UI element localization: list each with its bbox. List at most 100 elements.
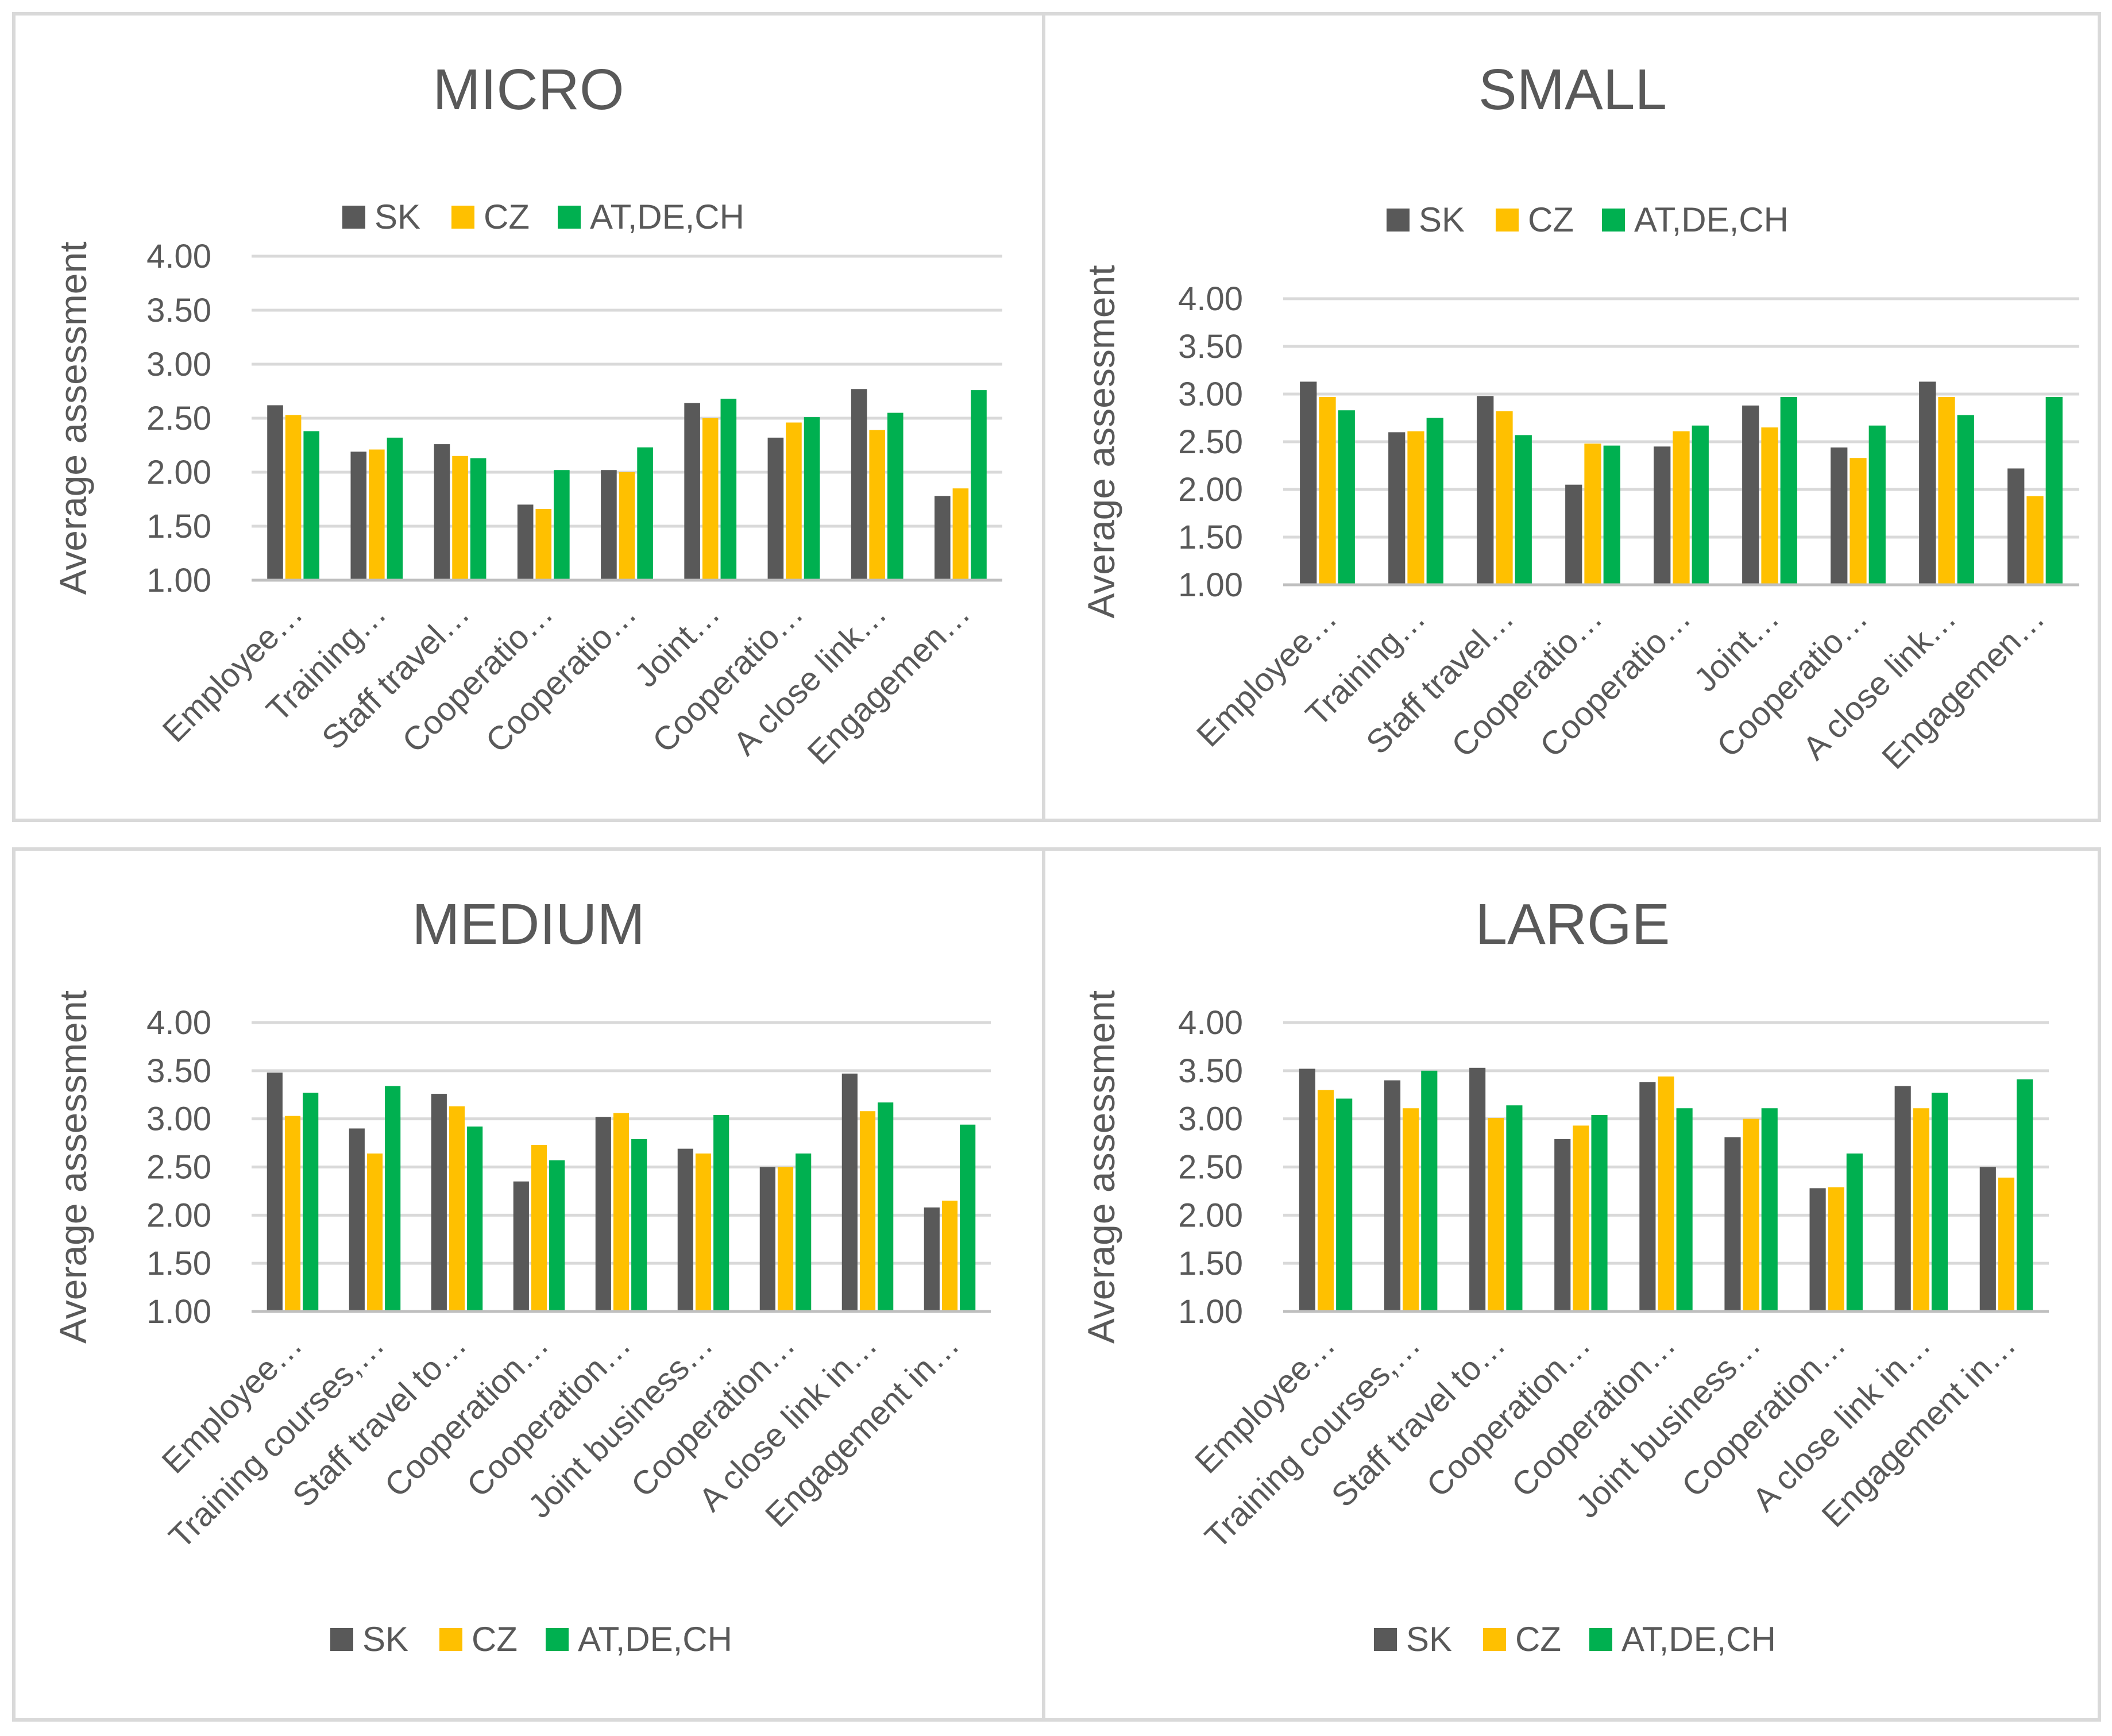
bar-cz bbox=[1407, 431, 1424, 585]
legend-swatch bbox=[546, 1628, 569, 1651]
chart-title: LARGE bbox=[1475, 892, 1670, 956]
bar-cz bbox=[1317, 1090, 1334, 1311]
legend-label: CZ bbox=[484, 198, 530, 236]
bar-sk bbox=[841, 1073, 858, 1311]
legend-label: SK bbox=[362, 1620, 408, 1658]
bar-at-de-ch bbox=[467, 1127, 483, 1311]
y-axis-label: Average assessment bbox=[52, 241, 94, 595]
bar-sk bbox=[1565, 484, 1582, 585]
y-tick-label: 1.50 bbox=[146, 1245, 211, 1282]
bar-cz bbox=[1496, 411, 1513, 585]
bar-sk bbox=[349, 1128, 365, 1311]
bar-at-de-ch bbox=[804, 417, 820, 580]
bar-at-de-ch bbox=[1676, 1108, 1693, 1311]
y-tick-label: 2.50 bbox=[146, 400, 211, 437]
y-tick-label: 1.50 bbox=[1178, 1245, 1243, 1282]
y-tick-label: 4.00 bbox=[1178, 1004, 1243, 1041]
y-tick-label: 3.50 bbox=[146, 1052, 211, 1090]
y-tick-label: 1.00 bbox=[1178, 566, 1243, 604]
bar-cz bbox=[941, 1201, 958, 1311]
bar-sk bbox=[935, 496, 951, 580]
bar-sk bbox=[267, 405, 283, 580]
bar-cz bbox=[952, 488, 969, 580]
legend-label: AT,DE,CH bbox=[590, 198, 744, 236]
bar-at-de-ch bbox=[1931, 1093, 1948, 1311]
bar-cz bbox=[1938, 396, 1955, 585]
bar-cz bbox=[531, 1144, 547, 1311]
bar-sk bbox=[434, 444, 450, 580]
bar-sk bbox=[1809, 1188, 1826, 1311]
bar-sk bbox=[1654, 446, 1671, 585]
bar-at-de-ch bbox=[720, 399, 737, 580]
bar-at-de-ch bbox=[1603, 445, 1620, 585]
bar-cz bbox=[859, 1111, 876, 1311]
y-tick-label: 3.50 bbox=[1178, 1052, 1243, 1090]
bar-at-de-ch bbox=[1338, 410, 1355, 585]
bar-sk bbox=[851, 389, 867, 580]
bar-cz bbox=[1573, 1125, 1589, 1311]
bar-at-de-ch bbox=[303, 1093, 319, 1311]
bar-at-de-ch bbox=[1780, 396, 1797, 585]
bar-sk bbox=[2007, 468, 2025, 585]
y-tick-label: 2.00 bbox=[146, 454, 211, 491]
bar-sk bbox=[1300, 381, 1317, 585]
legend: SK CZ AT,DE,CH bbox=[342, 198, 744, 236]
y-tick-label: 4.00 bbox=[146, 1004, 211, 1041]
bar-cz bbox=[1319, 396, 1336, 585]
y-tick-label: 1.50 bbox=[1178, 519, 1243, 556]
bar-at-de-ch bbox=[1761, 1108, 1778, 1311]
legend-swatch bbox=[439, 1628, 462, 1651]
y-tick-label: 2.50 bbox=[1178, 423, 1243, 461]
y-tick-label: 3.00 bbox=[1178, 1101, 1243, 1138]
bar-at-de-ch bbox=[637, 447, 653, 580]
legend-swatch bbox=[1602, 209, 1625, 232]
bar-at-de-ch bbox=[1957, 415, 1974, 585]
bar-at-de-ch bbox=[1426, 418, 1443, 585]
bar-cz bbox=[1584, 443, 1601, 585]
bar-at-de-ch bbox=[971, 390, 987, 580]
bar-cz bbox=[285, 415, 302, 580]
bar-sk bbox=[267, 1073, 283, 1311]
legend-label: AT,DE,CH bbox=[1621, 1620, 1776, 1658]
legend-label: SK bbox=[374, 198, 420, 236]
y-tick-label: 2.50 bbox=[1178, 1149, 1243, 1186]
y-tick-label: 2.00 bbox=[1178, 471, 1243, 508]
bar-at-de-ch bbox=[1692, 425, 1709, 585]
bar-cz bbox=[366, 1154, 383, 1311]
bar-at-de-ch bbox=[2045, 396, 2063, 585]
bar-sk bbox=[767, 437, 784, 580]
y-tick-label: 1.50 bbox=[146, 508, 211, 545]
bar-cz bbox=[1761, 427, 1778, 585]
bar-cz bbox=[1403, 1108, 1419, 1311]
y-tick-label: 3.50 bbox=[1178, 328, 1243, 365]
legend-label: AT,DE,CH bbox=[1634, 200, 1789, 239]
bar-cz bbox=[1743, 1118, 1759, 1311]
legend-swatch bbox=[330, 1628, 353, 1651]
bar-sk bbox=[1477, 396, 1494, 585]
bar-cz bbox=[786, 422, 802, 580]
bar-at-de-ch bbox=[713, 1114, 729, 1311]
y-tick-label: 3.50 bbox=[146, 292, 211, 329]
legend-swatch bbox=[1589, 1628, 1612, 1651]
medium-panel: MEDIUM 1.00 1.50 2.00 2.50 3.00 3.50 4.00 Averag… bbox=[12, 847, 1045, 1722]
legend-swatch bbox=[1387, 209, 1410, 232]
bar-sk bbox=[595, 1117, 611, 1311]
bar-cz bbox=[695, 1154, 712, 1311]
bar-sk bbox=[1388, 432, 1406, 585]
bar-at-de-ch bbox=[554, 470, 570, 580]
bar-sk bbox=[759, 1167, 775, 1311]
y-tick-label: 2.00 bbox=[1178, 1197, 1243, 1234]
bar-at-de-ch bbox=[470, 458, 487, 580]
bar-cz bbox=[702, 418, 719, 580]
y-tick-label: 3.00 bbox=[1178, 376, 1243, 413]
bar-at-de-ch bbox=[631, 1139, 647, 1311]
bar-cz bbox=[284, 1116, 301, 1311]
legend-swatch bbox=[342, 206, 365, 229]
y-tick-label: 1.00 bbox=[1178, 1293, 1243, 1330]
legend: SK CZ AT,DE,CH bbox=[1374, 1620, 1776, 1658]
bar-at-de-ch bbox=[878, 1102, 894, 1311]
bar-at-de-ch bbox=[887, 412, 904, 580]
legend-label: SK bbox=[1419, 200, 1465, 239]
bar-sk bbox=[431, 1094, 447, 1311]
